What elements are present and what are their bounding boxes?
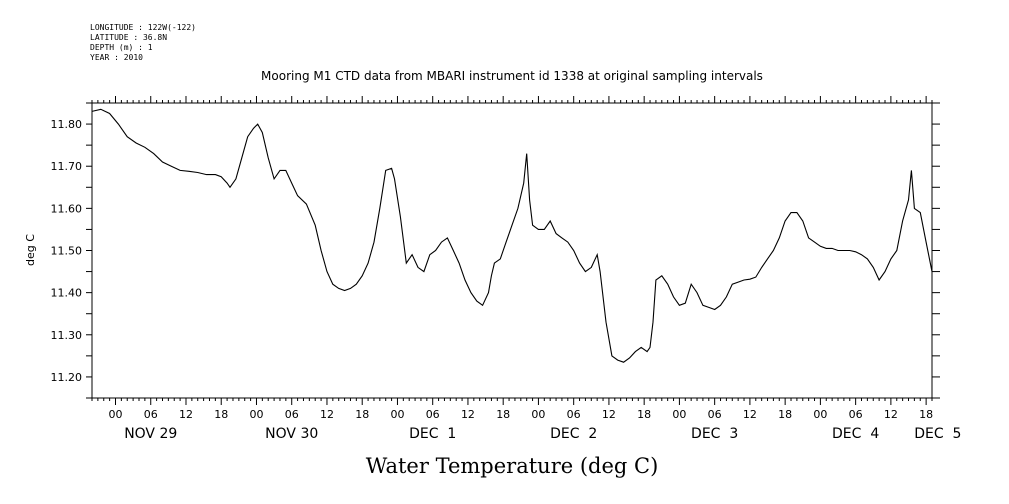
x-day-label: DEC 1	[409, 426, 456, 442]
x-tick-labels: 00 06 12 18 00 06 12 18 00 06 12 18 00 06 12 18 00 06 12 18…	[108, 408, 933, 421]
x-tick-label: 06	[144, 408, 158, 421]
x-tick-label: 00	[390, 408, 404, 421]
x-tick-label: 00	[813, 408, 827, 421]
y-tick-label: 11.60	[51, 202, 83, 215]
y-tick-label: 11.70	[51, 160, 83, 173]
x-tick-label: 18	[637, 408, 651, 421]
x-tick-label: 00	[108, 408, 122, 421]
x-tick-label: 06	[426, 408, 440, 421]
x-day-label: DEC 3	[691, 426, 738, 442]
x-tick-label: 06	[849, 408, 863, 421]
x-tick-label: 12	[461, 408, 475, 421]
x-tick-label: 18	[919, 408, 933, 421]
axis-ticks	[86, 96, 940, 405]
x-day-label: DEC 5	[914, 426, 961, 442]
latitude-text: LATITUDE : 36.8N	[90, 33, 167, 42]
x-tick-label: 18	[214, 408, 228, 421]
x-tick-label: 12	[179, 408, 193, 421]
y-tick-label: 11.80	[51, 118, 83, 131]
x-tick-label: 12	[320, 408, 334, 421]
y-tick-label: 11.30	[51, 329, 83, 342]
metadata-block: LONGITUDE : 122W(-122) LATITUDE : 36.8N …	[90, 23, 196, 62]
longitude-text: LONGITUDE : 122W(-122)	[90, 23, 196, 32]
x-day-label: NOV 30	[265, 426, 318, 442]
x-axis-label: Water Temperature (deg C)	[366, 454, 659, 478]
x-tick-label: 00	[531, 408, 545, 421]
x-day-label: DEC 4	[832, 426, 879, 442]
chart-title: Mooring M1 CTD data from MBARI instrumen…	[261, 69, 763, 83]
x-tick-label: 06	[708, 408, 722, 421]
x-tick-label: 18	[496, 408, 510, 421]
x-tick-label: 18	[778, 408, 792, 421]
y-tick-label: 11.40	[51, 287, 83, 300]
x-tick-label: 12	[743, 408, 757, 421]
temperature-series-line	[91, 108, 933, 363]
x-day-label: NOV 29	[124, 426, 177, 442]
x-tick-label: 00	[672, 408, 686, 421]
x-day-labels: NOV 29 NOV 30 DEC 1 DEC 2 DEC 3 DEC 4 DEC 5	[124, 426, 961, 442]
x-tick-label: 18	[355, 408, 369, 421]
x-day-label: DEC 2	[550, 426, 597, 442]
y-tick-label: 11.50	[51, 245, 83, 258]
x-tick-label: 12	[602, 408, 616, 421]
x-tick-label: 06	[567, 408, 581, 421]
y-tick-labels: 11.20 11.30 11.40 11.50 11.60 11.70 11.80	[51, 118, 83, 384]
x-tick-label: 06	[285, 408, 299, 421]
plot-frame	[91, 102, 933, 399]
depth-text: DEPTH (m) : 1	[90, 43, 153, 52]
x-tick-label: 00	[249, 408, 263, 421]
y-axis-label: deg C	[24, 234, 37, 266]
x-tick-label: 12	[884, 408, 898, 421]
y-tick-label: 11.20	[51, 371, 83, 384]
year-text: YEAR : 2010	[90, 53, 143, 62]
